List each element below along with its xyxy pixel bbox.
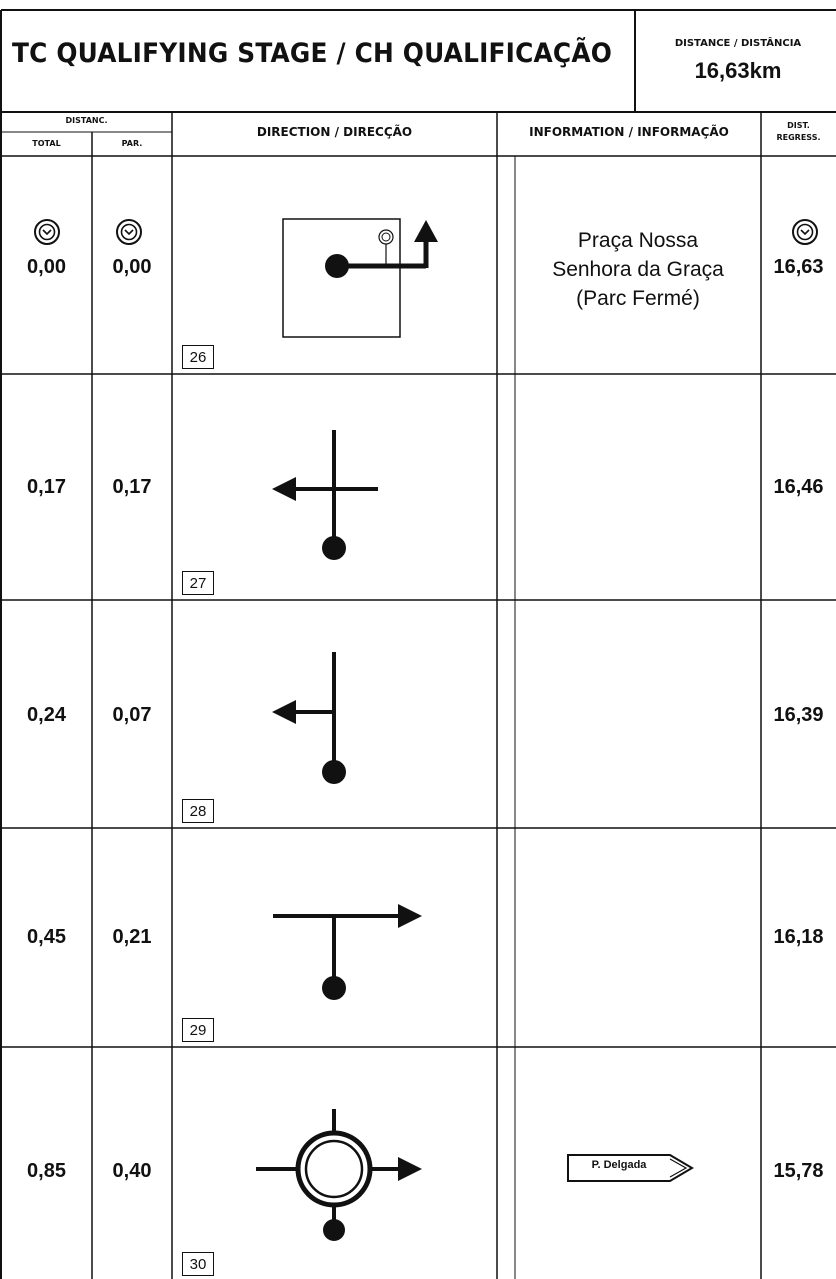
- distance-total: 0,00: [27, 256, 66, 278]
- instruction-number: 26: [182, 345, 214, 369]
- col-distanc: DISTANC.: [65, 116, 108, 125]
- distance-regress: 16,63: [773, 256, 824, 278]
- total-distance-label: DISTANCE / DISTÂNCIA: [674, 38, 802, 49]
- clock-icon: [34, 219, 60, 245]
- distance-partial: 0,17: [112, 476, 152, 498]
- col-par: PAR.: [121, 139, 143, 148]
- instruction-number: 28: [182, 799, 214, 823]
- col-dist-regress-2: REGRESS.: [776, 133, 821, 142]
- distance-regress: 16,46: [773, 476, 824, 498]
- distance-partial: 0,07: [112, 704, 152, 726]
- roundabout-right-icon: [256, 1109, 422, 1241]
- clock-icon: [792, 219, 818, 245]
- direction-sign-icon: [567, 1154, 694, 1182]
- col-direction: DIRECTION / DIRECÇÃO: [256, 125, 413, 139]
- total-distance-value: 16,63km: [694, 58, 782, 83]
- distance-total: 0,17: [27, 476, 66, 498]
- distance-regress: 16,18: [773, 926, 824, 948]
- sign-text: P. Delgada: [591, 1159, 647, 1171]
- distance-partial: 0,40: [112, 1160, 152, 1182]
- distance-total: 0,24: [27, 704, 66, 726]
- clock-icon: [116, 219, 142, 245]
- distance-partial: 0,21: [112, 926, 152, 948]
- distance-total: 0,85: [27, 1160, 66, 1182]
- instruction-number: 29: [182, 1018, 214, 1042]
- t-junction-right-icon: [273, 904, 422, 1000]
- info-line: (Parc Fermé): [576, 287, 700, 310]
- junction-left-icon: [272, 652, 346, 784]
- instruction-number: 30: [182, 1252, 214, 1276]
- col-dist-regress-1: DIST.: [787, 121, 810, 130]
- info-line: Senhora da Graça: [552, 258, 724, 281]
- stage-title: TC QUALIFYING STAGE / CH QUALIFICAÇÃO: [12, 38, 613, 69]
- instruction-number: 27: [182, 571, 214, 595]
- info-text: Praça Nossa Senhora da Graça (Parc Fermé…: [515, 226, 761, 313]
- col-information: INFORMATION / INFORMAÇÃO: [529, 125, 729, 139]
- crossroads-left-icon: [272, 430, 378, 560]
- info-line: Praça Nossa: [577, 229, 699, 252]
- distance-partial: 0,00: [112, 256, 152, 278]
- start-box-right-then-up-icon: [282, 218, 438, 338]
- distance-regress: 16,39: [773, 704, 824, 726]
- distance-total: 0,45: [27, 926, 66, 948]
- col-total: TOTAL: [32, 139, 61, 148]
- distance-regress: 15,78: [773, 1160, 824, 1182]
